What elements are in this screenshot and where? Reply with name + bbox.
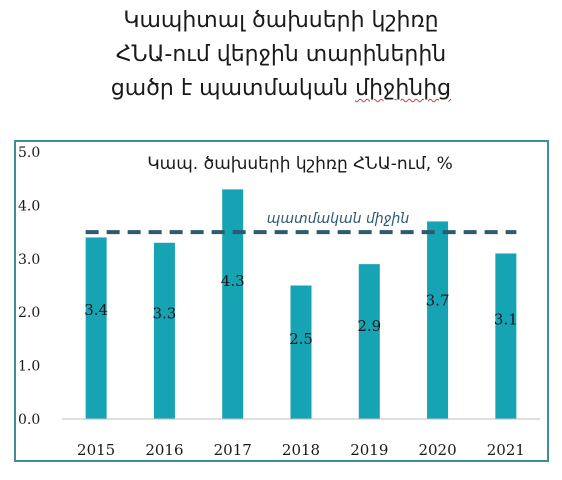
- y-tick-label: 3.0: [18, 252, 40, 268]
- average-line-label: պատմական միջին: [267, 211, 410, 227]
- y-tick-label: 1.0: [18, 359, 40, 375]
- data-label-2015: 3.4: [84, 301, 108, 319]
- x-tick-label: 2018: [282, 441, 320, 459]
- heading-line-3-text: ցածր է պատմական: [110, 76, 356, 101]
- chart-heading: Կապիտալ ծախսերի կշիռը ՀՆԱ-ում վերջին տար…: [0, 4, 562, 106]
- x-tick-label: 2016: [145, 441, 183, 459]
- y-tick-label: 0.0: [18, 412, 40, 428]
- heading-line-3-underlined: միջինից: [355, 76, 452, 101]
- x-tick-label: 2020: [418, 441, 456, 459]
- heading-line-2: ՀՆԱ-ում վերջին տարիներին: [115, 42, 447, 67]
- bar-2019: [358, 264, 380, 419]
- heading-line-1: Կապիտալ ծախսերի կշիռը: [123, 8, 439, 33]
- x-tick-label: 2015: [77, 441, 115, 459]
- bar-2017: [222, 189, 244, 419]
- data-label-2021: 3.1: [494, 311, 518, 329]
- y-tick-label: 5.0: [18, 145, 40, 161]
- bar-2018: [290, 285, 312, 419]
- data-label-2016: 3.3: [152, 304, 176, 322]
- y-tick-label: 2.0: [18, 305, 40, 321]
- data-label-2018: 2.5: [289, 330, 313, 348]
- bar-2020: [427, 221, 449, 419]
- x-tick-label: 2021: [487, 441, 525, 459]
- data-label-2017: 4.3: [221, 272, 245, 290]
- bar-2016: [153, 242, 175, 419]
- data-label-2020: 3.7: [426, 291, 450, 309]
- y-tick-label: 4.0: [18, 198, 40, 214]
- chart-title: Կապ. ծախսերի կշիռը ՀՆԱ-ում, %: [147, 154, 453, 174]
- x-tick-label: 2017: [214, 441, 252, 459]
- bar-2015: [85, 237, 107, 419]
- chart-frame: [14, 140, 549, 462]
- data-label-2019: 2.9: [357, 317, 381, 335]
- x-tick-label: 2019: [350, 441, 388, 459]
- heading-line-3: ցածր է պատմական միջինից: [0, 72, 562, 106]
- bar-2021: [495, 253, 517, 419]
